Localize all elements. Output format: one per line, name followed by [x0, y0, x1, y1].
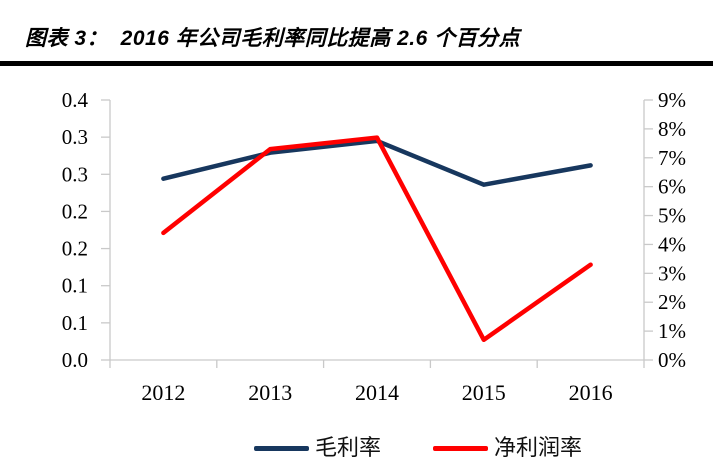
- chart-legend: 毛利率 净利润率: [254, 435, 583, 460]
- line-chart: 0.4 0.3 0.3 0.2 0.2 0.1 0.1 0.0 9% 8% 7% 6% 5% 4% 3% 2%…: [62, 88, 686, 405]
- title-underline: [0, 61, 713, 66]
- left-axis-tick-label: 0.0: [62, 348, 88, 372]
- right-axis-tick-label: 5%: [658, 204, 686, 228]
- gross-margin-line: [161, 138, 593, 187]
- legend-item-gross-margin: 毛利率: [254, 435, 382, 460]
- right-axis-tick-label: 1%: [658, 319, 686, 343]
- right-axis-tick-label: 8%: [658, 117, 686, 141]
- net-profit-margin-line: [161, 135, 593, 343]
- x-axis-category-label: 2015: [462, 380, 506, 405]
- left-axis-tick-label: 0.1: [62, 311, 88, 335]
- gross-margin-swatch: [254, 445, 309, 451]
- right-axis-tick-label: 0%: [658, 348, 686, 372]
- left-axis-tick-label: 0.2: [62, 237, 88, 261]
- left-axis-tick-label: 0.2: [62, 199, 88, 223]
- right-axis-tick-label: 2%: [658, 290, 686, 314]
- net-profit-margin-legend-label: 净利润率: [494, 435, 583, 460]
- gross-margin-legend-label: 毛利率: [315, 435, 382, 460]
- right-axis-tick-label: 3%: [658, 261, 686, 285]
- left-axis-tick-label: 0.3: [62, 125, 88, 149]
- left-axis-tick-label: 0.4: [62, 88, 89, 112]
- x-axis-category-label: 2014: [355, 380, 399, 405]
- right-axis-tick-label: 7%: [658, 146, 686, 170]
- net-profit-margin-swatch: [433, 445, 489, 451]
- right-axis-tick-label: 4%: [658, 232, 686, 256]
- x-axis-category-label: 2012: [141, 380, 185, 405]
- figure-title: 图表 3： 2016 年公司毛利率同比提高 2.6 个百分点: [25, 27, 521, 50]
- legend-item-net-profit-margin: 净利润率: [433, 435, 583, 460]
- left-axis-tick-label: 0.3: [62, 162, 88, 186]
- right-axis-tick-label: 9%: [658, 88, 686, 112]
- right-axis-tick-label: 6%: [658, 175, 686, 199]
- x-axis-category-label: 2013: [248, 380, 292, 405]
- x-axis-category-label: 2016: [569, 380, 613, 405]
- left-axis-tick-label: 0.1: [62, 274, 88, 298]
